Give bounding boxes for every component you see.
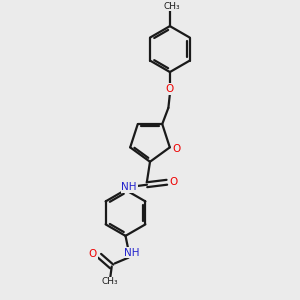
- Text: O: O: [88, 249, 97, 259]
- Text: NH: NH: [124, 248, 140, 258]
- Text: NH: NH: [122, 182, 137, 192]
- Text: O: O: [172, 144, 181, 154]
- Text: O: O: [166, 84, 174, 94]
- Text: O: O: [169, 177, 178, 187]
- Text: CH₃: CH₃: [164, 2, 180, 11]
- Text: CH₃: CH₃: [102, 277, 119, 286]
